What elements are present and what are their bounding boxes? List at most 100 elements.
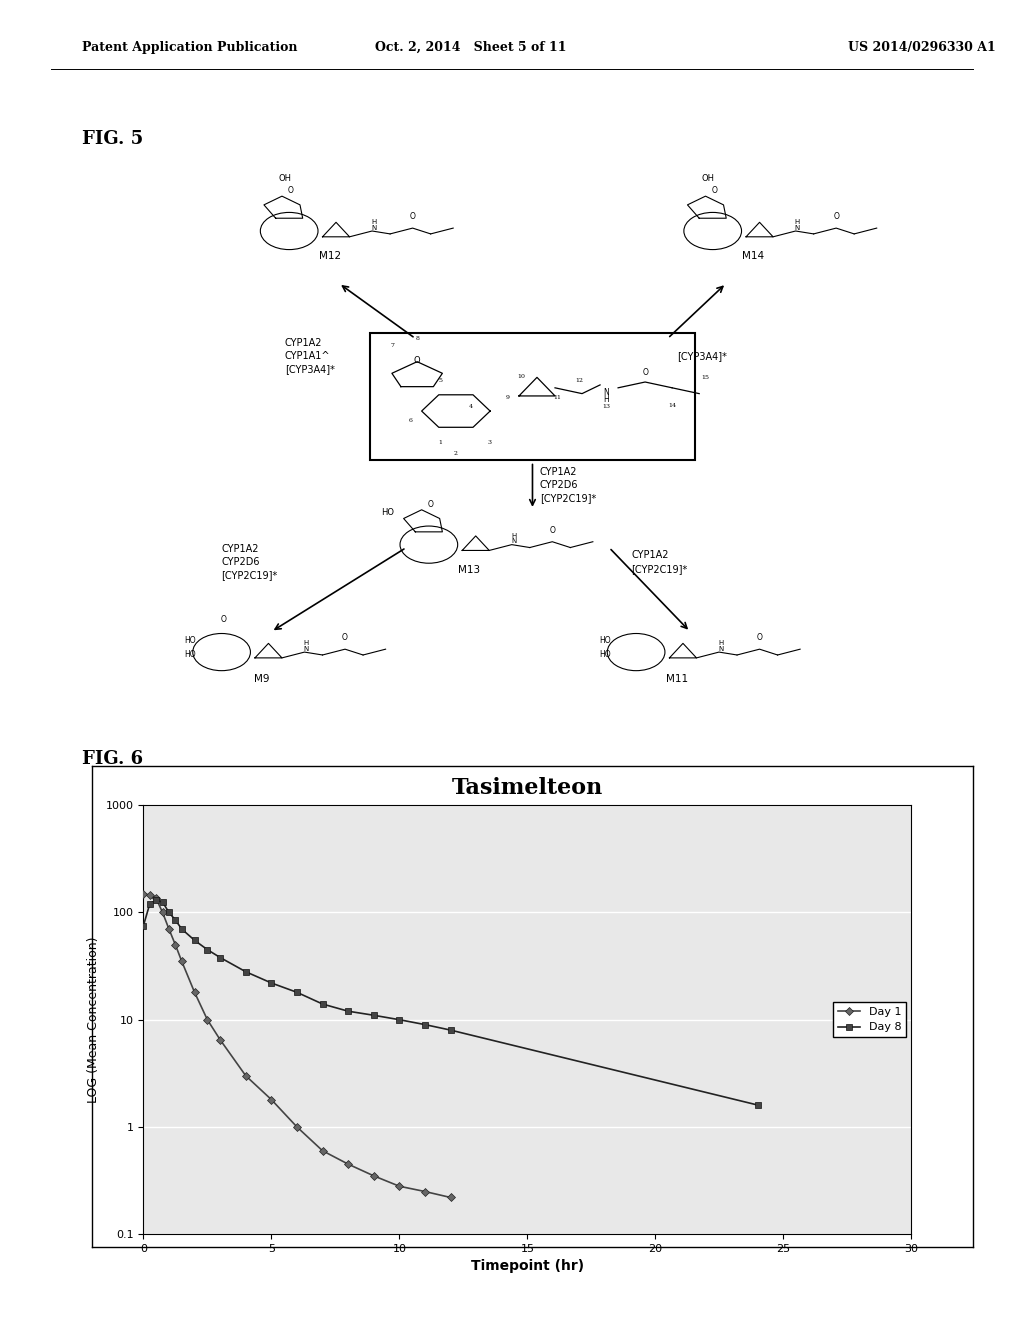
Text: 2: 2 xyxy=(454,451,458,455)
Text: Patent Application Publication: Patent Application Publication xyxy=(82,41,297,54)
Text: HO: HO xyxy=(599,636,611,645)
Day 8 xyxy=(368,1007,380,1023)
Text: US 2014/0296330 A1: US 2014/0296330 A1 xyxy=(848,41,995,54)
Y-axis label: LOG (Mean Concentration): LOG (Mean Concentration) xyxy=(87,936,100,1104)
Text: H: H xyxy=(718,640,723,645)
Day 1 xyxy=(393,1179,406,1195)
Day 8 xyxy=(137,917,150,933)
Text: M14: M14 xyxy=(742,251,764,261)
Day 1 xyxy=(316,1143,329,1159)
Text: FIG. 6: FIG. 6 xyxy=(82,750,143,768)
Text: N: N xyxy=(304,645,309,652)
Day 1 xyxy=(291,1119,303,1135)
Text: 13: 13 xyxy=(602,404,610,409)
Day 1 xyxy=(368,1168,380,1184)
Text: N: N xyxy=(603,388,609,397)
Day 1 xyxy=(342,1156,354,1172)
Text: [CYP3A4]*: [CYP3A4]* xyxy=(677,351,727,360)
Day 8 xyxy=(316,997,329,1012)
Text: O: O xyxy=(428,500,433,508)
Day 1 xyxy=(240,1068,252,1084)
Text: N: N xyxy=(372,224,377,231)
Text: M9: M9 xyxy=(254,675,270,684)
Text: 15: 15 xyxy=(701,375,710,380)
Text: O: O xyxy=(410,213,416,222)
Text: OH: OH xyxy=(279,174,291,183)
Text: HO: HO xyxy=(184,636,197,645)
Text: 7: 7 xyxy=(391,343,395,348)
Text: 9: 9 xyxy=(505,395,509,400)
Day 8 xyxy=(169,912,181,928)
Text: CYP1A2
CYP2D6
[CYP2C19]*: CYP1A2 CYP2D6 [CYP2C19]* xyxy=(540,466,596,503)
Text: H: H xyxy=(511,533,516,539)
Text: N: N xyxy=(795,224,800,231)
Text: O: O xyxy=(549,525,555,535)
Day 1 xyxy=(137,886,150,902)
Day 8 xyxy=(752,1097,764,1113)
Day 1 xyxy=(151,891,163,907)
Text: O: O xyxy=(220,615,226,624)
Day 1 xyxy=(444,1189,457,1205)
X-axis label: Timepoint (hr): Timepoint (hr) xyxy=(471,1259,584,1274)
Text: M11: M11 xyxy=(666,675,688,684)
Day 8 xyxy=(342,1003,354,1019)
Day 1 xyxy=(157,904,169,920)
Day 8 xyxy=(201,941,214,957)
Text: 12: 12 xyxy=(575,378,584,383)
Text: 3: 3 xyxy=(487,441,492,445)
Text: 14: 14 xyxy=(668,403,676,408)
Text: CYP1A2
[CYP2C19]*: CYP1A2 [CYP2C19]* xyxy=(632,550,688,574)
Text: O: O xyxy=(642,368,648,376)
Day 1 xyxy=(169,937,181,953)
Day 8 xyxy=(265,975,278,991)
Day 1 xyxy=(201,1011,214,1027)
Day 8 xyxy=(176,921,188,937)
Text: OH: OH xyxy=(701,174,715,183)
Text: Oct. 2, 2014   Sheet 5 of 11: Oct. 2, 2014 Sheet 5 of 11 xyxy=(375,41,567,54)
Text: HO: HO xyxy=(599,651,611,660)
Line: Day 1: Day 1 xyxy=(140,891,454,1200)
Day 8 xyxy=(188,932,201,948)
Day 1 xyxy=(419,1184,431,1200)
Text: O: O xyxy=(342,634,348,643)
Text: M13: M13 xyxy=(459,565,480,574)
Day 8 xyxy=(393,1011,406,1027)
Text: 4: 4 xyxy=(469,404,473,409)
Day 8 xyxy=(240,964,252,979)
Text: O: O xyxy=(834,213,839,222)
Day 8 xyxy=(143,896,156,912)
Text: 11: 11 xyxy=(554,395,562,400)
Day 1 xyxy=(163,921,175,937)
Text: HO: HO xyxy=(382,508,394,517)
Text: O: O xyxy=(288,186,294,195)
Text: 5: 5 xyxy=(438,378,442,383)
Day 1 xyxy=(143,887,156,903)
Text: HO: HO xyxy=(184,651,197,660)
Text: O: O xyxy=(712,186,718,195)
Text: 6: 6 xyxy=(409,418,413,424)
Line: Day 8: Day 8 xyxy=(140,896,761,1109)
Text: 8: 8 xyxy=(415,337,419,341)
Text: CYP1A2
CYP2D6
[CYP2C19]*: CYP1A2 CYP2D6 [CYP2C19]* xyxy=(221,544,278,581)
Text: H: H xyxy=(372,219,377,224)
Day 1 xyxy=(214,1032,226,1048)
Text: H: H xyxy=(304,640,309,645)
Text: CYP1A2
CYP1A1^
[CYP3A4]*: CYP1A2 CYP1A1^ [CYP3A4]* xyxy=(285,338,335,374)
Day 8 xyxy=(151,892,163,908)
Day 8 xyxy=(291,985,303,1001)
Day 8 xyxy=(419,1016,431,1032)
Day 8 xyxy=(163,904,175,920)
Text: N: N xyxy=(718,645,723,652)
Text: N: N xyxy=(511,539,516,544)
Text: 10: 10 xyxy=(518,374,525,379)
Text: O: O xyxy=(757,634,763,643)
Day 8 xyxy=(214,949,226,965)
Day 8 xyxy=(444,1022,457,1038)
Day 1 xyxy=(265,1092,278,1107)
Legend: Day 1, Day 8: Day 1, Day 8 xyxy=(834,1002,906,1038)
Day 1 xyxy=(188,985,201,1001)
Text: FIG. 5: FIG. 5 xyxy=(82,129,143,148)
Text: H: H xyxy=(603,395,609,404)
Text: M12: M12 xyxy=(318,251,341,261)
Text: O: O xyxy=(414,356,421,366)
